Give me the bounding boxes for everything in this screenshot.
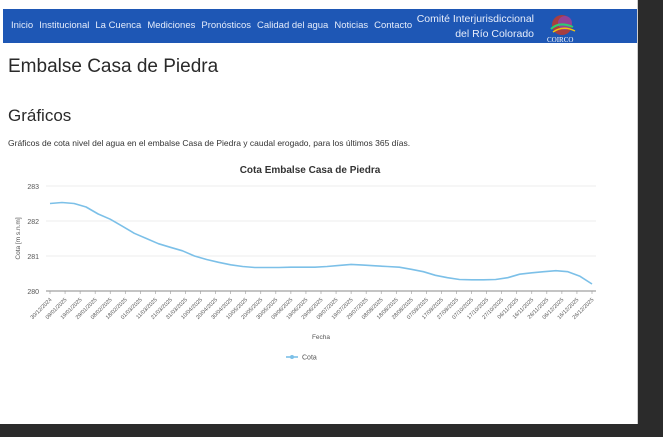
x-axis-label: Fecha bbox=[312, 334, 330, 341]
nav-item-institucional[interactable]: Institucional bbox=[39, 20, 90, 31]
y-tick-label: 283 bbox=[27, 184, 39, 191]
legend-swatch-marker bbox=[290, 355, 294, 359]
chart-title: Cota Embalse Casa de Piedra bbox=[240, 165, 381, 176]
logo-text: COIRCO bbox=[547, 36, 574, 44]
nav-item-pronosticos[interactable]: Pronósticos bbox=[201, 20, 252, 31]
org-name-line1: Comité Interjurisdiccional bbox=[416, 13, 534, 25]
coirco-logo-icon[interactable] bbox=[543, 13, 583, 41]
nav-menu: Inicio Institucional La Cuenca Medicione… bbox=[11, 20, 412, 31]
series-line-cota bbox=[49, 201, 593, 285]
y-tick-label: 282 bbox=[27, 219, 39, 226]
legend-label-cota: Cota bbox=[302, 355, 317, 362]
y-tick-label: 280 bbox=[27, 289, 39, 296]
cota-chart: Cota Embalse Casa de Piedra 280 281 282 283 C… bbox=[15, 165, 596, 362]
nav-item-la-cuenca[interactable]: La Cuenca bbox=[95, 20, 142, 31]
org-name-line2: del Río Colorado bbox=[455, 28, 534, 40]
page-title: Embalse Casa de Piedra bbox=[8, 56, 219, 77]
page: Inicio Institucional La Cuenca Medicione… bbox=[0, 0, 638, 424]
section-title: Gráficos bbox=[8, 106, 72, 125]
nav-item-noticias[interactable]: Noticias bbox=[334, 20, 369, 31]
nav-item-inicio[interactable]: Inicio bbox=[11, 20, 34, 31]
section-description: Gráficos de cota nivel del agua en el em… bbox=[8, 138, 411, 148]
navbar: Inicio Institucional La Cuenca Medicione… bbox=[3, 9, 637, 44]
nav-item-calidad-del-agua[interactable]: Calidad del agua bbox=[257, 20, 329, 31]
nav-item-contacto[interactable]: Contacto bbox=[374, 20, 413, 31]
nav-item-mediciones[interactable]: Mediciones bbox=[147, 20, 196, 31]
y-tick-label: 281 bbox=[27, 254, 39, 261]
y-axis-label: Cota [m s.n.m] bbox=[15, 217, 22, 259]
org-name[interactable]: Comité Interjurisdiccional del Río Color… bbox=[417, 12, 534, 42]
